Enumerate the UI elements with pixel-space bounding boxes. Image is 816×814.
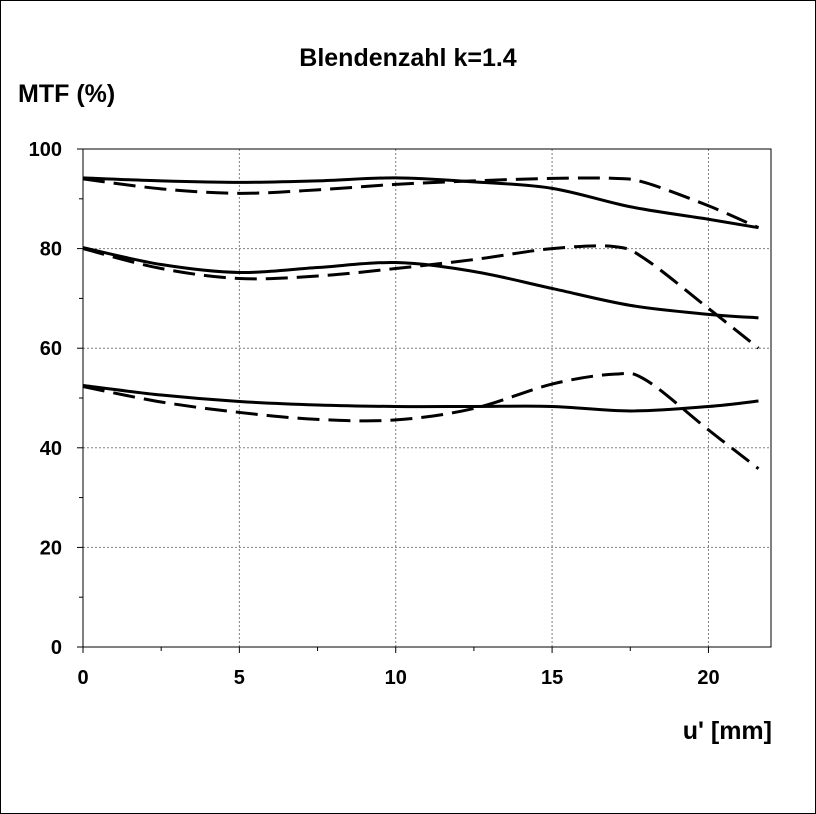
y-tick-label: 0: [51, 637, 62, 659]
series-line-4-dashed: [82, 244, 760, 350]
y-tick-label: 80: [40, 239, 62, 261]
series-line-1-solid: [82, 176, 759, 230]
x-axis-label: u' [mm]: [682, 717, 772, 745]
chart-title: Blendenzahl k=1.4: [299, 44, 517, 72]
x-tick-label: 20: [697, 667, 719, 689]
series-line-6-dashed: [82, 371, 760, 470]
series-line-2-dashed: [82, 176, 760, 230]
y-tick-label: 20: [40, 537, 62, 559]
x-tick-label: 0: [77, 667, 88, 689]
y-axis-label: MTF (%): [18, 80, 116, 108]
y-tick-label: 60: [40, 338, 62, 360]
x-tick-label: 5: [234, 667, 245, 689]
x-tick-label: 15: [541, 667, 563, 689]
series-line-5-solid: [82, 384, 759, 413]
y-tick-label: 40: [40, 438, 62, 460]
y-tick-label: 100: [29, 139, 62, 161]
x-tick-label: 10: [385, 667, 407, 689]
